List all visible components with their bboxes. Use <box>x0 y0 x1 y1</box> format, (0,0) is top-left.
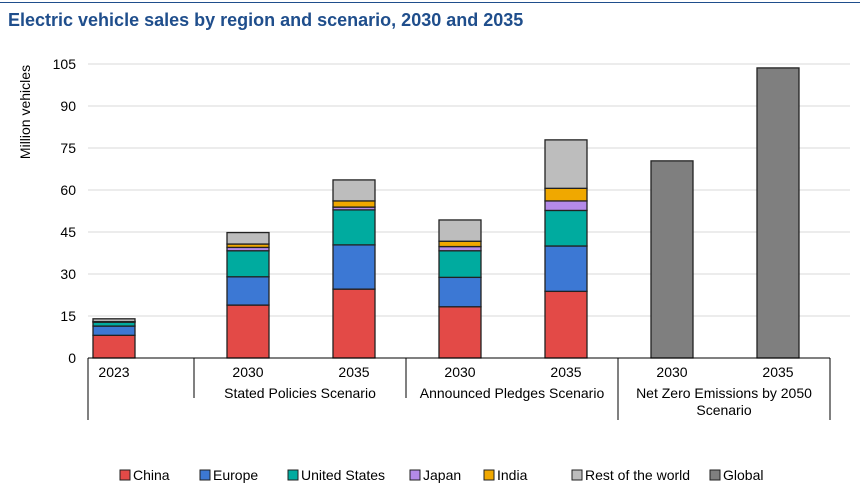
bar-segment-united-states <box>438 250 482 279</box>
bar-segment-europe <box>226 276 270 306</box>
legend-swatch <box>119 469 131 481</box>
group-label: Net Zero Emissions by 2050 <box>636 385 812 401</box>
x-tick-label: 2035 <box>550 364 581 380</box>
group-label: Scenario <box>696 402 751 418</box>
x-tick-label: 2030 <box>656 364 687 380</box>
bar-segment-global <box>650 160 694 359</box>
y-tick-label: 15 <box>60 308 76 324</box>
bar-segment-japan <box>544 200 588 212</box>
bar-segment-rest-of-the-world <box>92 318 136 323</box>
legend-label: Japan <box>423 467 461 483</box>
header-rule <box>0 2 860 3</box>
bar-segment-united-states <box>226 250 270 278</box>
bar-segment-india <box>438 240 482 248</box>
bar-segment-china <box>226 304 270 359</box>
x-tick-label: 2035 <box>762 364 793 380</box>
bar-segment-united-states <box>332 209 376 246</box>
bar-segment-united-states <box>544 209 588 247</box>
y-tick-label: 105 <box>53 56 77 72</box>
legend-label: Global <box>723 467 763 483</box>
legend-swatch <box>571 469 583 481</box>
chart-title: Electric vehicle sales by region and sce… <box>8 10 524 30</box>
bar-segment-europe <box>332 244 376 290</box>
x-tick-label: 2035 <box>338 364 369 380</box>
bar-segment-europe <box>438 276 482 308</box>
legend-swatch <box>199 469 211 481</box>
legend-swatch <box>287 469 299 481</box>
y-tick-label: 60 <box>60 182 76 198</box>
legend-label: United States <box>301 467 385 483</box>
bar-segment-rest-of-the-world <box>544 139 588 189</box>
legend-label: Rest of the world <box>585 467 690 483</box>
bar-segment-rest-of-the-world <box>438 219 482 242</box>
bar-segment-china <box>544 290 588 359</box>
bar-segment-europe <box>544 245 588 293</box>
x-tick-label: 2030 <box>444 364 475 380</box>
x-tick-label: 2030 <box>232 364 263 380</box>
bar-segment-rest-of-the-world <box>332 179 376 202</box>
y-tick-label: 30 <box>60 266 76 282</box>
bar-segment-europe <box>92 325 136 336</box>
bar-segment-india <box>332 200 376 208</box>
y-axis-label: Million vehicles <box>17 65 33 159</box>
y-tick-label: 75 <box>60 140 76 156</box>
group-label: Stated Policies Scenario <box>224 385 376 401</box>
legend-label: China <box>133 467 170 483</box>
bar-segment-china <box>438 306 482 359</box>
bar-segment-china <box>92 334 136 359</box>
legend-label: Europe <box>213 467 258 483</box>
legend-swatch <box>409 469 421 481</box>
bar-segment-rest-of-the-world <box>226 231 270 245</box>
group-label: Announced Pledges Scenario <box>420 385 605 401</box>
y-tick-label: 45 <box>60 224 76 240</box>
y-tick-label: 90 <box>60 98 76 114</box>
legend-swatch <box>709 469 721 481</box>
x-tick-label: 2023 <box>98 364 129 380</box>
bar-segment-global <box>756 67 800 359</box>
legend-label: India <box>497 467 528 483</box>
bar-segment-china <box>332 288 376 359</box>
legend-swatch <box>483 469 495 481</box>
y-tick-label: 0 <box>68 350 76 366</box>
bar-segment-india <box>544 187 588 202</box>
